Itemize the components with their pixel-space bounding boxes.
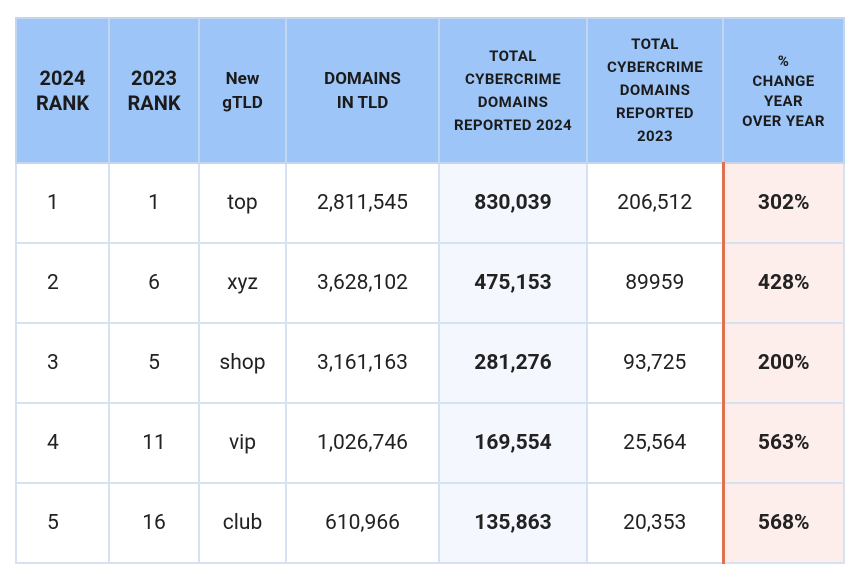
table-cell: 20,353: [586, 482, 724, 564]
column-header: 2023 RANK: [108, 17, 200, 164]
table-cell: 428%: [721, 242, 845, 324]
table-cell: 3,161,163: [285, 322, 440, 404]
table-row: 2 6 xyz 3,628,102 475,153 89959 428%: [15, 242, 845, 324]
table-cell: 610,966: [285, 482, 440, 564]
table-cell: 200%: [721, 322, 845, 404]
column-header: TOTAL CYBERCRIME DOMAINS REPORTED 2023: [586, 17, 724, 164]
table-cell: 206,512: [586, 162, 724, 244]
table-cell: vip: [198, 402, 287, 484]
table-cell: 4: [15, 402, 110, 484]
column-header: 2024 RANK: [15, 17, 110, 164]
table-cell: 5: [15, 482, 110, 564]
table-row: 4 11 vip 1,026,746 169,554 25,564 563%: [15, 402, 845, 484]
table-cell: 2,811,545: [285, 162, 440, 244]
column-header: TOTAL CYBERCRIME DOMAINS REPORTED 2024: [438, 17, 588, 164]
table-cell: 169,554: [438, 402, 588, 484]
table-cell: 89959: [586, 242, 724, 324]
column-header: DOMAINS IN TLD: [285, 17, 440, 164]
table-cell: 1: [15, 162, 110, 244]
table-cell: 563%: [721, 402, 845, 484]
table-row: 5 16 club 610,966 135,863 20,353 568%: [15, 482, 845, 564]
table-cell: club: [198, 482, 287, 564]
table-cell: 93,725: [586, 322, 724, 404]
table-row: 1 1 top 2,811,545 830,039 206,512 302%: [15, 162, 845, 244]
table-cell: 135,863: [438, 482, 588, 564]
table-cell: 475,153: [438, 242, 588, 324]
header-row: 2024 RANK 2023 RANK New gTLD DOMAINS IN TLD…: [15, 17, 845, 164]
table-cell: shop: [198, 322, 287, 404]
table-cell: 1: [108, 162, 200, 244]
table-cell: 11: [108, 402, 200, 484]
cybercrime-table: 2024 RANK 2023 RANK New gTLD DOMAINS IN TLD…: [15, 17, 845, 564]
table-header: 2024 RANK 2023 RANK New gTLD DOMAINS IN TLD…: [15, 17, 845, 164]
table-cell: 302%: [721, 162, 845, 244]
table-cell: 281,276: [438, 322, 588, 404]
table-cell: 16: [108, 482, 200, 564]
table-cell: 1,026,746: [285, 402, 440, 484]
table-row: 3 5 shop 3,161,163 281,276 93,725 200%: [15, 322, 845, 404]
table-body: 1 1 top 2,811,545 830,039 206,512 302% 2 6 xyz 3,6…: [15, 162, 845, 564]
table-cell: 3: [15, 322, 110, 404]
table-cell: 5: [108, 322, 200, 404]
table-cell: 3,628,102: [285, 242, 440, 324]
table-cell: top: [198, 162, 287, 244]
table-cell: 2: [15, 242, 110, 324]
table-cell: 25,564: [586, 402, 724, 484]
column-header: % CHANGE YEAR OVER YEAR: [722, 17, 845, 164]
table-cell: 830,039: [438, 162, 588, 244]
table-cell: 6: [108, 242, 200, 324]
column-header: New gTLD: [198, 17, 287, 164]
table-cell: 568%: [721, 482, 845, 564]
table-cell: xyz: [198, 242, 287, 324]
